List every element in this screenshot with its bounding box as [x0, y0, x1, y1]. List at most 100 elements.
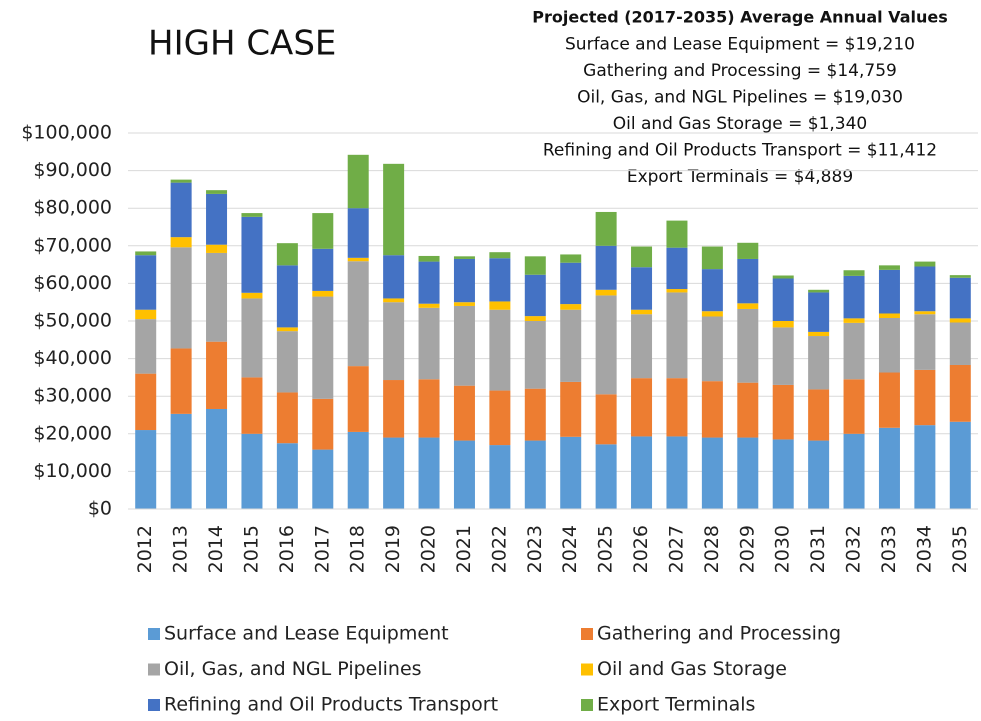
x-tick-label: 2025	[595, 525, 617, 573]
legend-swatch	[581, 628, 593, 640]
y-tick-label: $50,000	[33, 310, 112, 332]
bar-segment	[453, 305, 475, 386]
bar-segment	[453, 302, 475, 306]
bar-segment	[524, 274, 546, 317]
bar-segment	[560, 254, 582, 263]
legend-label: Refining and Oil Products Transport	[164, 694, 498, 716]
bar-segment	[949, 322, 971, 365]
bar-segment	[418, 379, 440, 438]
bar-segment	[843, 318, 865, 323]
legend-label: Oil, Gas, and NGL Pipelines	[164, 658, 422, 680]
bar-segment	[206, 244, 228, 253]
x-tick-label: 2021	[453, 525, 475, 573]
bar-segment	[383, 302, 405, 381]
bar-segment	[135, 319, 157, 374]
bar-segment	[524, 321, 546, 389]
bar-segment	[737, 308, 759, 383]
legend-swatch	[148, 628, 160, 640]
y-tick-label: $10,000	[33, 460, 112, 482]
y-tick-label: $80,000	[33, 197, 112, 219]
bar-segment	[135, 255, 157, 310]
bar-segment	[631, 436, 653, 509]
x-tick-label: 2015	[240, 525, 262, 573]
legend-swatch	[148, 699, 160, 711]
bar-segment	[347, 257, 369, 262]
bar-segment	[241, 298, 263, 378]
y-tick-label: $60,000	[33, 272, 112, 294]
bar-segment	[914, 314, 936, 370]
bar-segment	[383, 380, 405, 438]
x-tick-label: 2023	[524, 525, 546, 573]
annotation: Refining and Oil Products Transport = $1…	[543, 141, 937, 161]
bar-segment	[631, 267, 653, 310]
bar-segment	[595, 295, 617, 395]
bar-segment	[524, 316, 546, 321]
bar-segment	[560, 436, 582, 509]
legend-label: Export Terminals	[597, 694, 755, 716]
bar-segment	[737, 382, 759, 438]
y-tick-label: $70,000	[33, 234, 112, 256]
bar-segment	[312, 248, 334, 291]
legend-label: Surface and Lease Equipment	[164, 623, 449, 645]
bar-segment	[383, 298, 405, 303]
bar-segment	[914, 425, 936, 509]
bar-segment	[418, 307, 440, 380]
bar-segment	[631, 246, 653, 268]
bar-segment	[878, 372, 900, 428]
bar-segment	[241, 213, 263, 217]
bar-segment	[312, 290, 334, 297]
bar-segment	[347, 366, 369, 432]
legend-swatch	[581, 663, 593, 676]
x-tick-label: 2017	[311, 525, 333, 573]
bar-segment	[878, 269, 900, 314]
bar-segment	[135, 430, 157, 509]
bar-segment	[170, 237, 192, 248]
bar-segment	[241, 216, 263, 293]
bar-segment	[631, 378, 653, 437]
bar-segment	[170, 247, 192, 349]
annotation: Oil, Gas, and NGL Pipelines = $19,030	[577, 88, 903, 108]
y-tick-label: $40,000	[33, 347, 112, 369]
bar-segment	[772, 278, 794, 321]
bar-segment	[949, 277, 971, 319]
legend-swatch	[148, 663, 160, 676]
bar-segment	[914, 369, 936, 426]
bar-segment	[453, 258, 475, 303]
x-tick-label: 2035	[949, 525, 971, 573]
bar-segment	[808, 389, 830, 441]
x-tick-label: 2034	[913, 525, 935, 573]
bar-segment	[737, 242, 759, 259]
bar-segment	[383, 255, 405, 299]
x-tick-label: 2022	[488, 525, 510, 573]
bar-segment	[418, 255, 440, 262]
bar-segment	[808, 331, 830, 337]
bar-segment	[666, 247, 688, 290]
bar-segment	[489, 390, 511, 446]
bar-segment	[453, 385, 475, 441]
y-tick-label: $30,000	[33, 385, 112, 407]
bar-segment	[170, 179, 192, 183]
bar-segment	[949, 364, 971, 422]
bar-segment	[312, 296, 334, 399]
bar-segment	[737, 303, 759, 309]
x-tick-label: 2012	[134, 525, 156, 573]
x-tick-label: 2029	[736, 525, 758, 573]
bar-segment	[772, 384, 794, 440]
bar-segment	[701, 437, 723, 509]
bar-segment	[276, 327, 298, 332]
x-tick-label: 2027	[665, 525, 687, 573]
y-tick-label: $90,000	[33, 159, 112, 181]
bar-segment	[737, 258, 759, 304]
x-tick-label: 2030	[772, 525, 794, 573]
legend-label: Oil and Gas Storage	[597, 658, 787, 680]
bar-segment	[560, 309, 582, 382]
bar-segment	[524, 256, 546, 275]
bar-segment	[135, 309, 157, 320]
bar-segment	[489, 445, 511, 509]
bar-segment	[347, 208, 369, 258]
bar-segment	[241, 292, 263, 299]
bar-segment	[595, 289, 617, 296]
bar-segment	[808, 289, 830, 293]
bar-segment	[843, 270, 865, 276]
bar-segment	[489, 252, 511, 259]
